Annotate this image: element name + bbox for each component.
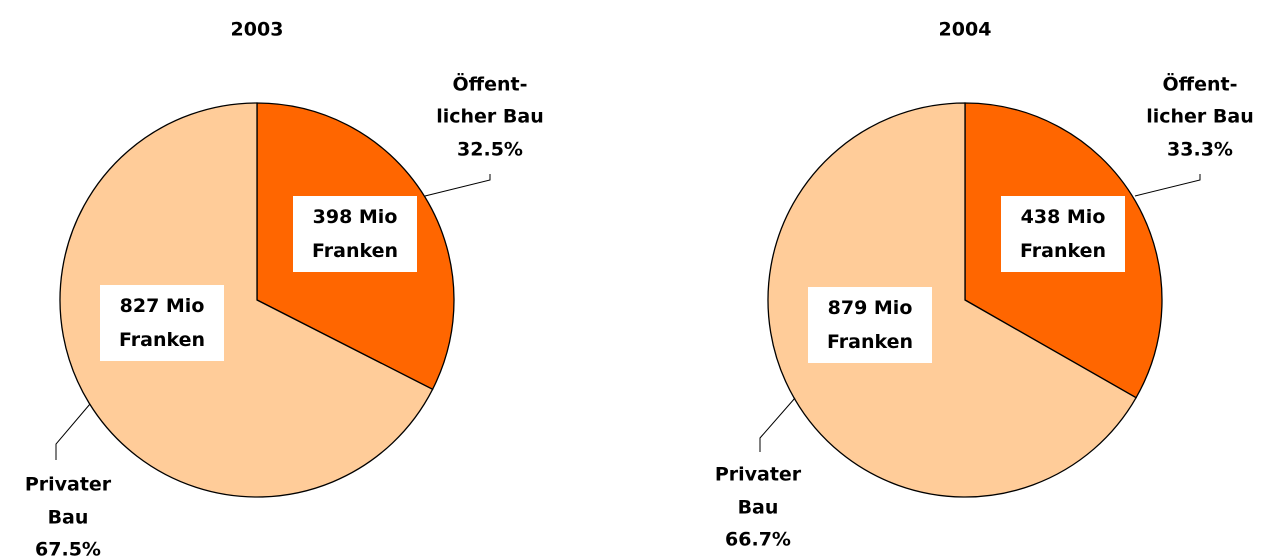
pie-slice [59, 102, 434, 498]
category-label: Bau [738, 497, 779, 519]
percentage-label: 66.7% [725, 529, 791, 551]
percentage-label: 32.5% [457, 139, 523, 161]
value-label-box [100, 285, 224, 361]
chart-title: 2003 [231, 19, 284, 41]
leader-line [1134, 174, 1201, 197]
leader-line [55, 403, 91, 460]
category-label: Öffent- [453, 72, 528, 96]
value-label-line: Franken [827, 331, 913, 353]
percentage-label: 67.5% [35, 539, 101, 558]
value-label-box [293, 196, 417, 272]
value-label-line: Franken [312, 240, 398, 262]
leader-line [759, 397, 796, 452]
category-label: Privater [25, 474, 112, 496]
value-label-line: 398 Mio [313, 206, 398, 228]
category-label: licher Bau [436, 106, 544, 128]
percentage-label: 33.3% [1167, 139, 1233, 161]
category-label: Privater [715, 464, 802, 486]
value-label-box [1001, 196, 1125, 272]
value-label-line: 438 Mio [1021, 206, 1106, 228]
leader-line [424, 174, 491, 197]
value-label-line: 827 Mio [120, 295, 205, 317]
value-label-line: 879 Mio [828, 297, 913, 319]
value-label: 438 Mio Franken [1020, 206, 1106, 262]
category-label: Öffent- [1163, 72, 1238, 96]
value-label: 398 Mio Franken [312, 206, 398, 262]
category-label: Bau [48, 507, 89, 529]
value-label-box [808, 287, 932, 363]
value-label-line: Franken [1020, 240, 1106, 262]
value-label: 827 Mio Franken [119, 295, 205, 351]
value-label: 879 Mio Franken [827, 297, 913, 353]
chart-title: 2004 [939, 19, 992, 41]
category-label: licher Bau [1146, 106, 1254, 128]
value-label-line: Franken [119, 329, 205, 351]
